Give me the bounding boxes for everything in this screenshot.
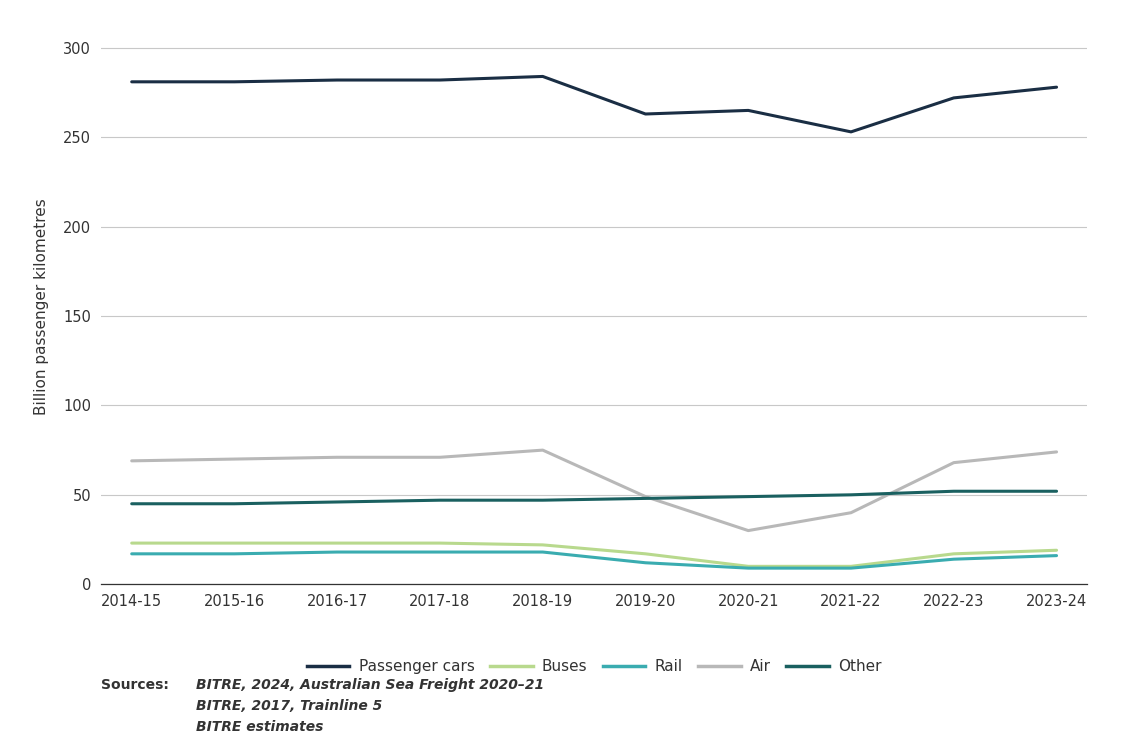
Text: BITRE estimates: BITRE estimates [196,720,324,734]
Text: BITRE, 2024, Australian Sea Freight 2020–21: BITRE, 2024, Australian Sea Freight 2020… [196,678,545,692]
Text: BITRE, 2017, Trainline 5: BITRE, 2017, Trainline 5 [196,699,382,713]
Legend: Passenger cars, Buses, Rail, Air, Other: Passenger cars, Buses, Rail, Air, Other [300,653,888,680]
Y-axis label: Billion passenger kilometres: Billion passenger kilometres [34,198,49,416]
Text: Sources:: Sources: [101,678,169,692]
